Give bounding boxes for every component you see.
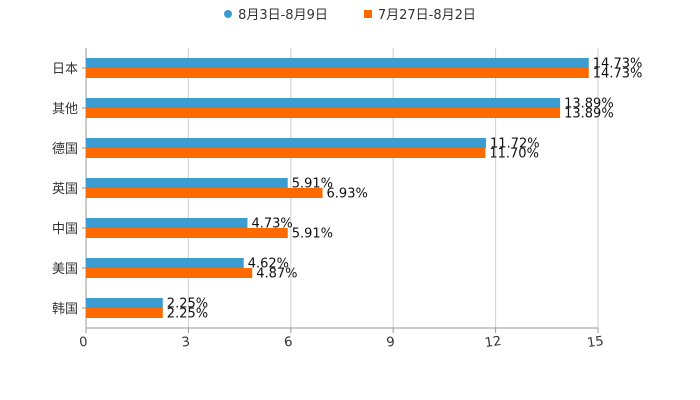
data-label-s1-5: 4.62%	[248, 257, 289, 272]
bar-s2-2	[86, 148, 486, 158]
bar-s2-4	[86, 228, 288, 238]
data-label-s2-1: 13.89%	[564, 107, 614, 122]
legend-marker-series-1	[224, 9, 233, 18]
legend-marker-series-2	[363, 9, 372, 18]
category-label-5: 美国	[52, 262, 78, 277]
x-tick-label-0: 0	[78, 335, 88, 351]
data-label-s2-6: 2.25%	[167, 307, 208, 322]
bar-s2-3	[86, 188, 323, 198]
data-label-s1-6: 2.25%	[167, 297, 208, 312]
data-label-s2-5: 4.87%	[256, 267, 297, 282]
data-label-s2-3: 6.93%	[327, 187, 368, 202]
data-label-s1-1: 13.89%	[564, 97, 614, 112]
category-label-1: 其他	[52, 102, 78, 117]
legend-item-series-2[interactable]: 7月27日-8月2日	[363, 4, 476, 23]
category-label-2: 德国	[52, 142, 78, 157]
legend: 8月3日-8月9日 7月27日-8月2日	[0, 4, 700, 23]
bar-s1-0	[86, 58, 589, 68]
data-label-s2-0: 14.73%	[593, 67, 643, 82]
data-label-s1-0: 14.73%	[593, 57, 643, 72]
x-tick-label-3: 9	[386, 335, 396, 351]
bar-s2-0	[86, 68, 589, 78]
bar-s2-1	[86, 108, 561, 118]
bar-s1-6	[86, 298, 163, 308]
bar-s2-6	[86, 308, 163, 318]
legend-label-series-1: 8月3日-8月9日	[238, 8, 328, 23]
x-tick-label-5: 15	[586, 334, 604, 351]
category-label-0: 日本	[52, 62, 78, 77]
bar-s1-4	[86, 218, 248, 228]
category-label-6: 韩国	[52, 302, 78, 317]
bar-s1-2	[86, 138, 487, 148]
data-label-s2-4: 5.91%	[292, 227, 333, 242]
x-tick-label-2: 6	[283, 335, 293, 351]
bar-s1-1	[86, 98, 561, 108]
data-label-s1-2: 11.72%	[490, 137, 540, 152]
data-label-s1-3: 5.91%	[292, 177, 333, 192]
legend-item-series-1[interactable]: 8月3日-8月9日	[224, 4, 328, 23]
data-label-s2-2: 11.70%	[489, 147, 539, 162]
category-label-4: 中国	[52, 222, 78, 237]
bar-s2-5	[86, 268, 253, 278]
data-label-s1-4: 4.73%	[251, 217, 292, 232]
x-tick-label-1: 3	[181, 335, 191, 351]
bar-s1-3	[86, 178, 288, 188]
legend-label-series-2: 7月27日-8月2日	[377, 8, 476, 23]
x-tick-label-4: 12	[484, 334, 502, 351]
category-label-3: 英国	[52, 182, 78, 197]
bar-s1-5	[86, 258, 244, 268]
